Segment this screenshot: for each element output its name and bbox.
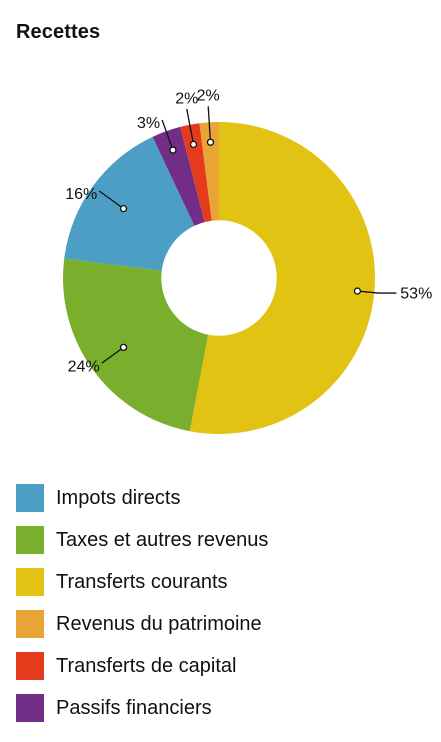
legend-item-transferts-courants[interactable]: Transferts courants (16, 568, 268, 596)
legend-item-passifs-financiers[interactable]: Passifs financiers (16, 694, 268, 722)
leader-dot (206, 138, 215, 146)
donut-slice-passifs-financiers[interactable] (152, 126, 205, 226)
leader-line (207, 106, 212, 143)
data-label: 2% (175, 90, 198, 107)
donut-slices (63, 122, 376, 435)
leader-line (357, 290, 397, 294)
leader-dot (353, 287, 362, 295)
chart-title: Recettes (16, 21, 101, 43)
legend-item-transferts-de-capital[interactable]: Transferts de capital (16, 652, 268, 680)
data-label: 24% (68, 358, 100, 375)
leader-dot (169, 146, 177, 154)
donut-slice-transferts-courants[interactable] (189, 122, 376, 435)
leader-dot (189, 140, 198, 149)
leader-dot (119, 343, 128, 352)
donut-slice-taxes-et-autres-revenus[interactable] (63, 258, 209, 432)
legend-swatch (16, 526, 44, 554)
legend-swatch (16, 652, 44, 680)
donut-slice-impots-directs[interactable] (64, 136, 195, 271)
legend-label: Transferts de capital (56, 654, 237, 677)
legend-swatch (16, 610, 44, 638)
data-label: 16% (65, 186, 97, 203)
leader-dot (119, 204, 128, 213)
data-label: 53% (400, 285, 432, 302)
leader-line (98, 190, 124, 210)
legend-label: Impots directs (56, 486, 181, 509)
donut-slice-revenus-du-patrimoine[interactable] (199, 122, 219, 221)
donut-labels: 53% 24% 16% 3% 2%2% (65, 88, 432, 376)
donut-slice-transferts-de-capital[interactable] (180, 123, 212, 223)
legend-swatch (16, 568, 44, 596)
legend-label: Transferts courants (56, 570, 228, 593)
legend: Impots directs Taxes et autres revenus T… (16, 484, 268, 736)
legend-swatch (16, 484, 44, 512)
legend-swatch (16, 694, 44, 722)
data-label: 3% (137, 115, 160, 132)
legend-label: Taxes et autres revenus (56, 528, 269, 551)
legend-item-impots-directs[interactable]: Impots directs (16, 484, 268, 512)
leader-line (101, 346, 124, 364)
legend-label: Revenus du patrimoine (56, 612, 262, 635)
data-label: 2% (197, 88, 220, 105)
legend-item-revenus-du-patrimoine[interactable]: Revenus du patrimoine (16, 610, 268, 638)
donut-chart: 53% 24% 16% 3% 2%2% (63, 88, 432, 435)
legend-label: Passifs financiers (56, 696, 212, 719)
leader-line (161, 119, 174, 151)
legend-item-taxes-et-autres-revenus[interactable]: Taxes et autres revenus (16, 526, 268, 554)
leader-line (186, 108, 195, 145)
